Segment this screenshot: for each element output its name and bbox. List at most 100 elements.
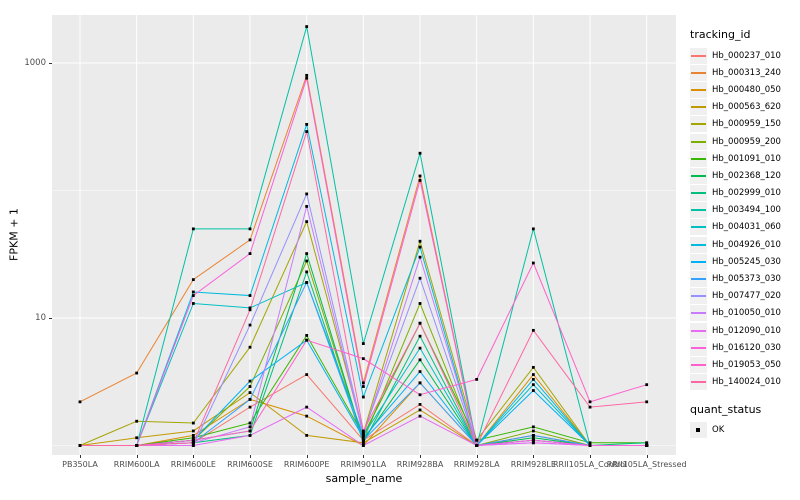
- data-point: [418, 174, 422, 178]
- legend-label: Hb_000313_240: [712, 67, 781, 78]
- y-tick-mark: [49, 318, 52, 319]
- legend-title-tracking-id: tracking_id: [690, 28, 751, 41]
- data-point: [248, 323, 252, 327]
- data-point: [135, 444, 139, 447]
- legend-label: Hb_000959_150: [712, 119, 781, 130]
- data-point: [418, 414, 422, 418]
- legend: tracking_id Hb_000237_010 Hb_000313_240 Hb…: [690, 28, 800, 439]
- data-point: [191, 290, 195, 294]
- x-tick-label-RRIM600PE: RRIM600PE: [283, 460, 330, 469]
- legend-entry-Hb_005373_030: Hb_005373_030: [690, 270, 800, 288]
- data-point: [361, 381, 365, 385]
- x-tick-mark: [590, 455, 592, 458]
- data-point: [305, 76, 309, 80]
- data-point: [305, 25, 309, 28]
- legend-label: Hb_000959_200: [712, 136, 781, 147]
- data-point: [305, 270, 309, 274]
- legend-label: Hb_000237_010: [712, 50, 781, 61]
- x-tick-mark: [363, 455, 365, 458]
- legend-key-swatch: [690, 356, 707, 373]
- legend-entry-Hb_019053_050: Hb_019053_050: [690, 356, 800, 373]
- data-point: [248, 434, 252, 437]
- y-tick-label: 1000: [24, 58, 46, 68]
- legend-entry-quant-OK: OK: [690, 422, 800, 439]
- legend-label: Hb_012090_010: [712, 325, 781, 336]
- data-point: [135, 371, 139, 375]
- legend-key-swatch: [690, 271, 707, 288]
- data-point: [248, 391, 252, 394]
- data-point: [305, 334, 309, 337]
- data-point: [191, 441, 195, 445]
- legend-label: Hb_004031_060: [712, 222, 781, 233]
- legend2-entries: OK: [690, 422, 800, 439]
- legend-key-swatch: [690, 167, 707, 184]
- data-point: [361, 434, 365, 437]
- data-point: [248, 379, 252, 383]
- legend-label: Hb_010050_010: [712, 308, 781, 319]
- data-point: [531, 377, 535, 381]
- legend-key-line: [691, 260, 706, 263]
- legend-key-swatch: [690, 99, 707, 116]
- legend-entry-Hb_000959_200: Hb_000959_200: [690, 133, 800, 150]
- legend-entry-Hb_000959_150: Hb_000959_150: [690, 116, 800, 133]
- legend-key-swatch: [690, 133, 707, 150]
- x-tick-label-RRII105LA_Control: RRII105LA_Control: [552, 460, 628, 469]
- legend-key-line: [691, 157, 706, 160]
- data-point: [361, 429, 365, 433]
- data-point: [248, 385, 252, 388]
- legend-label: Hb_000480_050: [712, 84, 781, 95]
- data-point: [191, 429, 195, 433]
- legend-entry-Hb_000563_620: Hb_000563_620: [690, 99, 800, 116]
- legend-key-line: [691, 226, 706, 229]
- data-point: [305, 281, 309, 284]
- data-point: [418, 403, 422, 406]
- legend-entry-Hb_001091_010: Hb_001091_010: [690, 150, 800, 167]
- legend-key-swatch: [690, 81, 707, 98]
- legend-entry-Hb_003494_100: Hb_003494_100: [690, 202, 800, 219]
- data-point: [531, 429, 535, 433]
- data-point: [191, 421, 195, 425]
- legend-entry-Hb_010050_010: Hb_010050_010: [690, 305, 800, 322]
- data-point: [248, 345, 252, 349]
- data-point: [305, 205, 309, 208]
- x-tick-label-RRIM928LA: RRIM928LA: [453, 460, 500, 469]
- legend-label: Hb_016120_030: [712, 342, 781, 353]
- data-point: [531, 425, 535, 429]
- data-point: [305, 220, 309, 224]
- data-point: [418, 151, 422, 155]
- legend-key-swatch: [690, 374, 707, 391]
- legend-key-swatch: [690, 288, 707, 305]
- legend-key-swatch: [690, 202, 707, 219]
- data-point: [418, 276, 422, 280]
- legend-key-line: [691, 88, 706, 91]
- legend-key-line: [691, 329, 706, 332]
- y-tick-label: 10: [35, 313, 46, 323]
- legend-key-line: [691, 278, 706, 281]
- legend-label: Hb_001091_010: [712, 153, 781, 164]
- legend-key-line: [691, 106, 706, 109]
- legend-key-swatch: [690, 322, 707, 339]
- legend-entry-Hb_000313_240: Hb_000313_240: [690, 64, 800, 81]
- data-point: [588, 400, 592, 404]
- data-point: [531, 261, 535, 265]
- plot-area: [52, 15, 676, 455]
- data-point: [645, 441, 649, 445]
- data-point: [78, 444, 82, 447]
- data-point: [645, 400, 649, 404]
- legend-key-line: [691, 140, 706, 143]
- legend-key-swatch: [690, 236, 707, 253]
- data-point: [191, 294, 195, 297]
- data-point: [475, 377, 479, 381]
- data-point: [305, 192, 309, 196]
- data-point: [645, 444, 649, 447]
- data-point: [531, 389, 535, 392]
- data-point: [645, 383, 649, 387]
- data-point: [531, 227, 535, 231]
- data-point: [191, 227, 195, 231]
- x-tick-label-RRIM600LE: RRIM600LE: [170, 460, 216, 469]
- data-point: [418, 408, 422, 412]
- x-axis-title: sample_name: [325, 472, 403, 485]
- x-tick-label-RRIM928LE: RRIM928LE: [510, 460, 556, 469]
- data-point: [305, 434, 309, 437]
- legend-label: Hb_004926_010: [712, 239, 781, 250]
